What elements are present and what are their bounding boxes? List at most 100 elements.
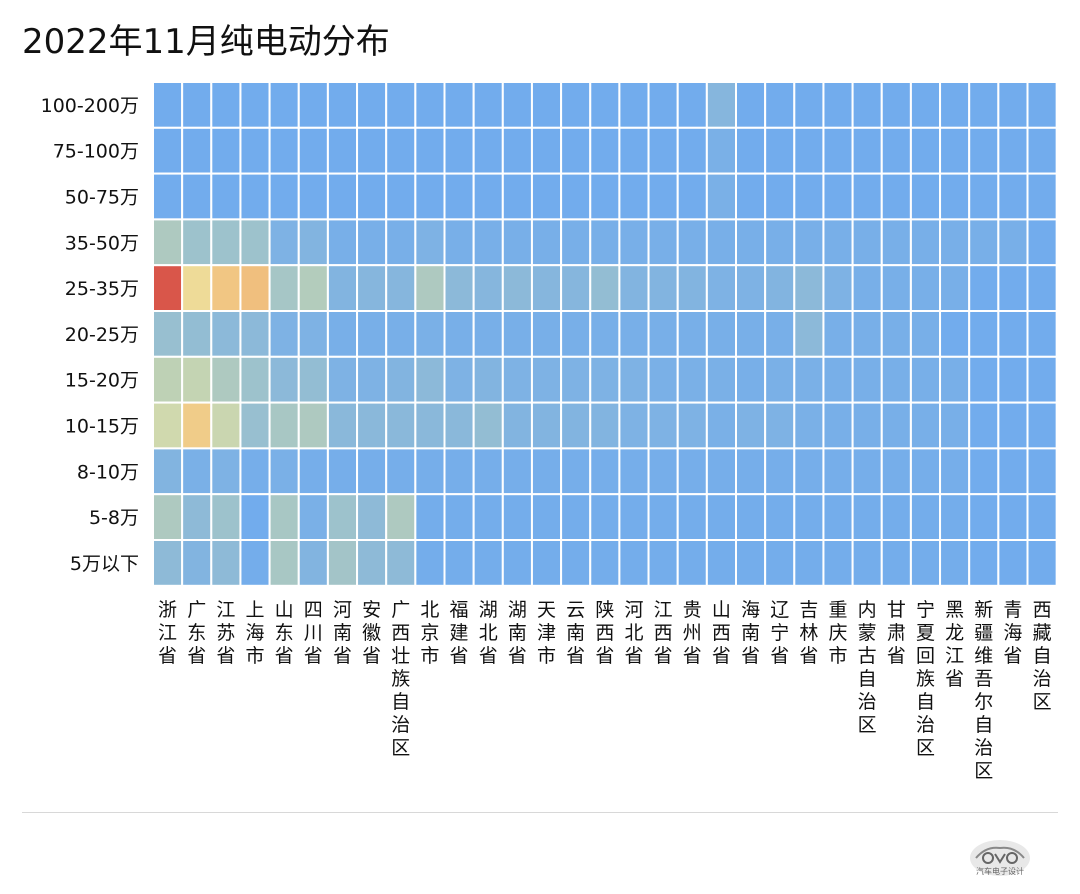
- heatmap-cell: [530, 401, 563, 450]
- heatmap-cell: [735, 447, 767, 496]
- x-tick-label: 北京市: [420, 599, 439, 667]
- heatmap-cell: [997, 264, 1029, 313]
- x-tick-label: 甘肃省: [887, 599, 906, 667]
- heatmap-cell: [968, 401, 1000, 450]
- x-tick-label: 海南省: [741, 599, 760, 667]
- heatmap-cell: [909, 401, 942, 450]
- heatmap-cell: [676, 126, 708, 175]
- heatmap-cell: [414, 126, 446, 175]
- heatmap-cell: [676, 81, 708, 129]
- heatmap-cell: [530, 310, 563, 358]
- x-tick-label: 湖南省: [508, 599, 527, 667]
- x-tick-label: 内蒙古自治区: [858, 599, 877, 736]
- heatmap-cell: [385, 493, 417, 542]
- heatmap-cell: [676, 264, 708, 313]
- heatmap-cell: [472, 355, 504, 404]
- heatmap-cell: [560, 310, 592, 358]
- heatmap-cell: [210, 447, 242, 496]
- heatmap-cell: [385, 126, 417, 175]
- heatmap-cell: [385, 218, 417, 267]
- heatmap-cell: [968, 539, 1000, 587]
- heatmap-cell: [968, 310, 1000, 358]
- heatmap-cell: [968, 126, 1000, 175]
- heatmap-cell: [822, 493, 854, 542]
- heatmap-cell: [997, 493, 1029, 542]
- heatmap-cell: [880, 310, 912, 358]
- heatmap-cell: [181, 310, 213, 358]
- heatmap-cell: [560, 172, 592, 221]
- heatmap-cell: [501, 355, 533, 404]
- heatmap-cell: [560, 218, 592, 267]
- heatmap-cell: [501, 401, 533, 450]
- heatmap-cell: [968, 81, 1000, 129]
- heatmap-cell: [880, 126, 912, 175]
- heatmap-cell: [822, 81, 854, 129]
- heatmap-cell: [997, 447, 1029, 496]
- heatmap-cell: [181, 172, 213, 221]
- heatmap-cell: [1026, 310, 1058, 358]
- x-tick-label: 陕西省: [595, 599, 614, 667]
- heatmap-cell: [152, 310, 184, 358]
- x-tick-label: 河南省: [333, 599, 352, 667]
- heatmap-cell: [997, 218, 1029, 267]
- x-tick-label: 辽宁省: [770, 599, 789, 667]
- heatmap-cell: [880, 539, 912, 587]
- heatmap-cell: [385, 539, 417, 587]
- heatmap-cell: [530, 172, 563, 221]
- heatmap-cell: [647, 264, 679, 313]
- heatmap-cell: [239, 172, 271, 221]
- heatmap-cell: [239, 355, 271, 404]
- heatmap-cell: [472, 401, 504, 450]
- heatmap-cell: [735, 218, 767, 267]
- heatmap-cell: [764, 218, 796, 267]
- heatmap-cell: [939, 401, 971, 450]
- heatmap-cell: [851, 126, 883, 175]
- heatmap-cell: [297, 355, 329, 404]
- heatmap-cell: [530, 447, 563, 496]
- heatmap-cell: [239, 447, 271, 496]
- x-tick-label: 江西省: [654, 599, 673, 667]
- x-tick-label: 广西壮族自治区: [391, 599, 410, 759]
- heatmap-cell: [268, 539, 300, 587]
- heatmap-cell: [1026, 126, 1058, 175]
- heatmap-cell: [909, 81, 942, 129]
- heatmap-cell: [705, 493, 737, 542]
- heatmap-cell: [589, 172, 621, 221]
- heatmap-cell: [560, 539, 592, 587]
- heatmap-cell: [152, 81, 184, 129]
- heatmap-cell: [326, 447, 359, 496]
- heatmap-cell: [764, 539, 796, 587]
- heatmap-cell: [793, 81, 825, 129]
- x-tick-label: 青海省: [1003, 599, 1022, 667]
- heatmap-cell: [851, 355, 883, 404]
- heatmap-cell: [472, 264, 504, 313]
- heatmap-cell: [764, 447, 796, 496]
- heatmap-cell: [297, 493, 329, 542]
- heatmap-cell: [152, 539, 184, 587]
- heatmap-cell: [297, 172, 329, 221]
- heatmap-cell: [414, 493, 446, 542]
- heatmap-cell: [356, 447, 388, 496]
- heatmap-cell: [268, 126, 300, 175]
- heatmap-cell: [676, 355, 708, 404]
- heatmap-cell: [618, 401, 650, 450]
- heatmap-cell: [618, 81, 650, 129]
- heatmap-cell: [705, 447, 737, 496]
- heatmap-cell: [880, 493, 912, 542]
- heatmap-cell: [385, 81, 417, 129]
- heatmap-cell: [880, 401, 912, 450]
- heatmap-cell: [589, 218, 621, 267]
- y-tick-label: 5-8万: [89, 507, 139, 529]
- x-tick-label: 宁夏回族自治区: [916, 599, 935, 759]
- heatmap-cell: [356, 310, 388, 358]
- heatmap-cell: [997, 539, 1029, 587]
- heatmap-cell: [705, 218, 737, 267]
- heatmap-cell: [676, 401, 708, 450]
- heatmap-cell: [385, 401, 417, 450]
- heatmap-cell: [443, 81, 475, 129]
- heatmap-cell: [326, 172, 359, 221]
- heatmap-cell: [326, 539, 359, 587]
- y-axis-labels: 100-200万 75-100万 50-75万 35-50万 25-35万 20-25万 1…: [41, 95, 139, 575]
- heatmap-cell: [414, 539, 446, 587]
- heatmap-cell: [181, 401, 213, 450]
